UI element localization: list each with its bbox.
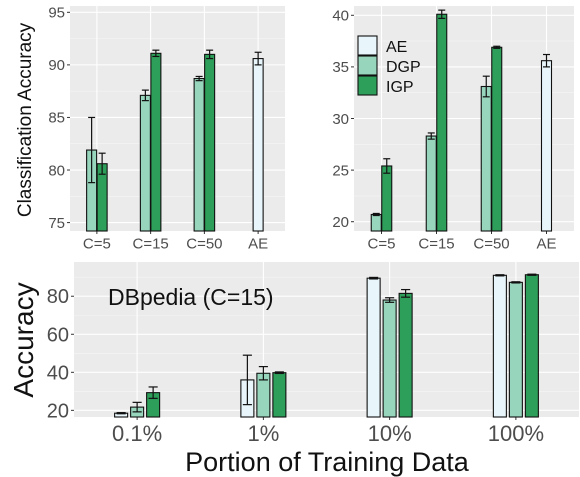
x-tick-label: C=50 bbox=[473, 235, 509, 252]
y-tick-label: 20 bbox=[332, 214, 349, 231]
x-tick-label: C=15 bbox=[132, 235, 168, 252]
legend-label-dgp: DGP bbox=[386, 59, 421, 76]
bar-dgp bbox=[382, 299, 397, 418]
x-tick-label: AE bbox=[248, 235, 268, 252]
bottom-y-axis-title: Accuracy bbox=[8, 282, 39, 397]
bottom-chart: 20 40 60 80 0.1% 1% 10% 100% bbox=[47, 262, 579, 446]
bar-igp bbox=[524, 274, 539, 418]
top-right-marks: 20 25 30 35 40 C=5 C=15 C=50 AE bbox=[332, 6, 574, 252]
y-tick-label: 95 bbox=[48, 5, 65, 22]
bar-dgp bbox=[425, 135, 437, 232]
bar-dgp bbox=[480, 85, 492, 232]
top-right-legend: AE DGP IGP bbox=[357, 35, 421, 96]
x-tick-label: 1% bbox=[247, 421, 279, 446]
top-left-y-axis-title: Classification Accuracy bbox=[15, 22, 36, 217]
x-tick-label: 100% bbox=[488, 421, 544, 446]
bar-igp bbox=[204, 53, 216, 232]
y-tick-label: 80 bbox=[48, 162, 65, 179]
bar-dgp bbox=[370, 213, 382, 232]
y-tick-label: 40 bbox=[332, 8, 349, 25]
y-tick-label: 20 bbox=[47, 400, 69, 422]
bar-dgp bbox=[139, 94, 151, 232]
y-tick-label: 35 bbox=[332, 59, 349, 76]
y-tick-label: 90 bbox=[48, 57, 65, 74]
x-tick-label: C=15 bbox=[418, 235, 454, 252]
bar-ae bbox=[252, 58, 264, 232]
y-tick-label: 60 bbox=[47, 324, 69, 346]
legend-key-igp bbox=[357, 75, 378, 96]
bar-igp bbox=[398, 292, 413, 418]
y-tick-label: 25 bbox=[332, 162, 349, 179]
bottom-marks: 20 40 60 80 0.1% 1% 10% 100% bbox=[47, 262, 579, 446]
legend-key-dgp bbox=[357, 55, 378, 76]
bar-ae bbox=[366, 277, 381, 418]
x-tick-label: AE bbox=[536, 235, 556, 252]
bar-igp bbox=[436, 13, 448, 232]
x-tick-label: C=5 bbox=[368, 235, 396, 252]
x-tick-label: 0.1% bbox=[112, 421, 162, 446]
bottom-annotation: DBpedia (C=15) bbox=[108, 284, 274, 310]
y-tick-label: 40 bbox=[47, 362, 69, 384]
x-tick-label: 10% bbox=[368, 421, 412, 446]
top-right-chart: 20 25 30 35 40 C=5 C=15 C=50 AE bbox=[332, 6, 574, 252]
x-tick-label: C=5 bbox=[83, 235, 111, 252]
bar-igp bbox=[491, 46, 503, 232]
legend-key-ae bbox=[357, 35, 378, 56]
top-left-marks: 75 80 85 90 95 C=5 C=15 C=50 AE bbox=[48, 5, 285, 252]
bar-ae bbox=[492, 274, 507, 418]
y-tick-label: 30 bbox=[332, 111, 349, 128]
y-tick-label: 80 bbox=[47, 286, 69, 308]
top-left-chart: 75 80 85 90 95 C=5 C=15 C=50 AE bbox=[48, 5, 285, 252]
y-tick-label: 75 bbox=[48, 215, 65, 232]
bar-igp bbox=[272, 372, 287, 418]
bar-dgp bbox=[508, 281, 523, 418]
y-tick-label: 85 bbox=[48, 110, 65, 127]
legend-label-igp: IGP bbox=[386, 79, 414, 96]
x-tick-label: C=50 bbox=[186, 235, 222, 252]
bar-igp bbox=[150, 52, 162, 232]
legend-label-ae: AE bbox=[386, 39, 407, 56]
bottom-x-axis-title: Portion of Training Data bbox=[185, 447, 470, 477]
bar-ae bbox=[540, 60, 553, 232]
bar-dgp bbox=[193, 77, 205, 232]
bar-igp bbox=[381, 165, 393, 232]
